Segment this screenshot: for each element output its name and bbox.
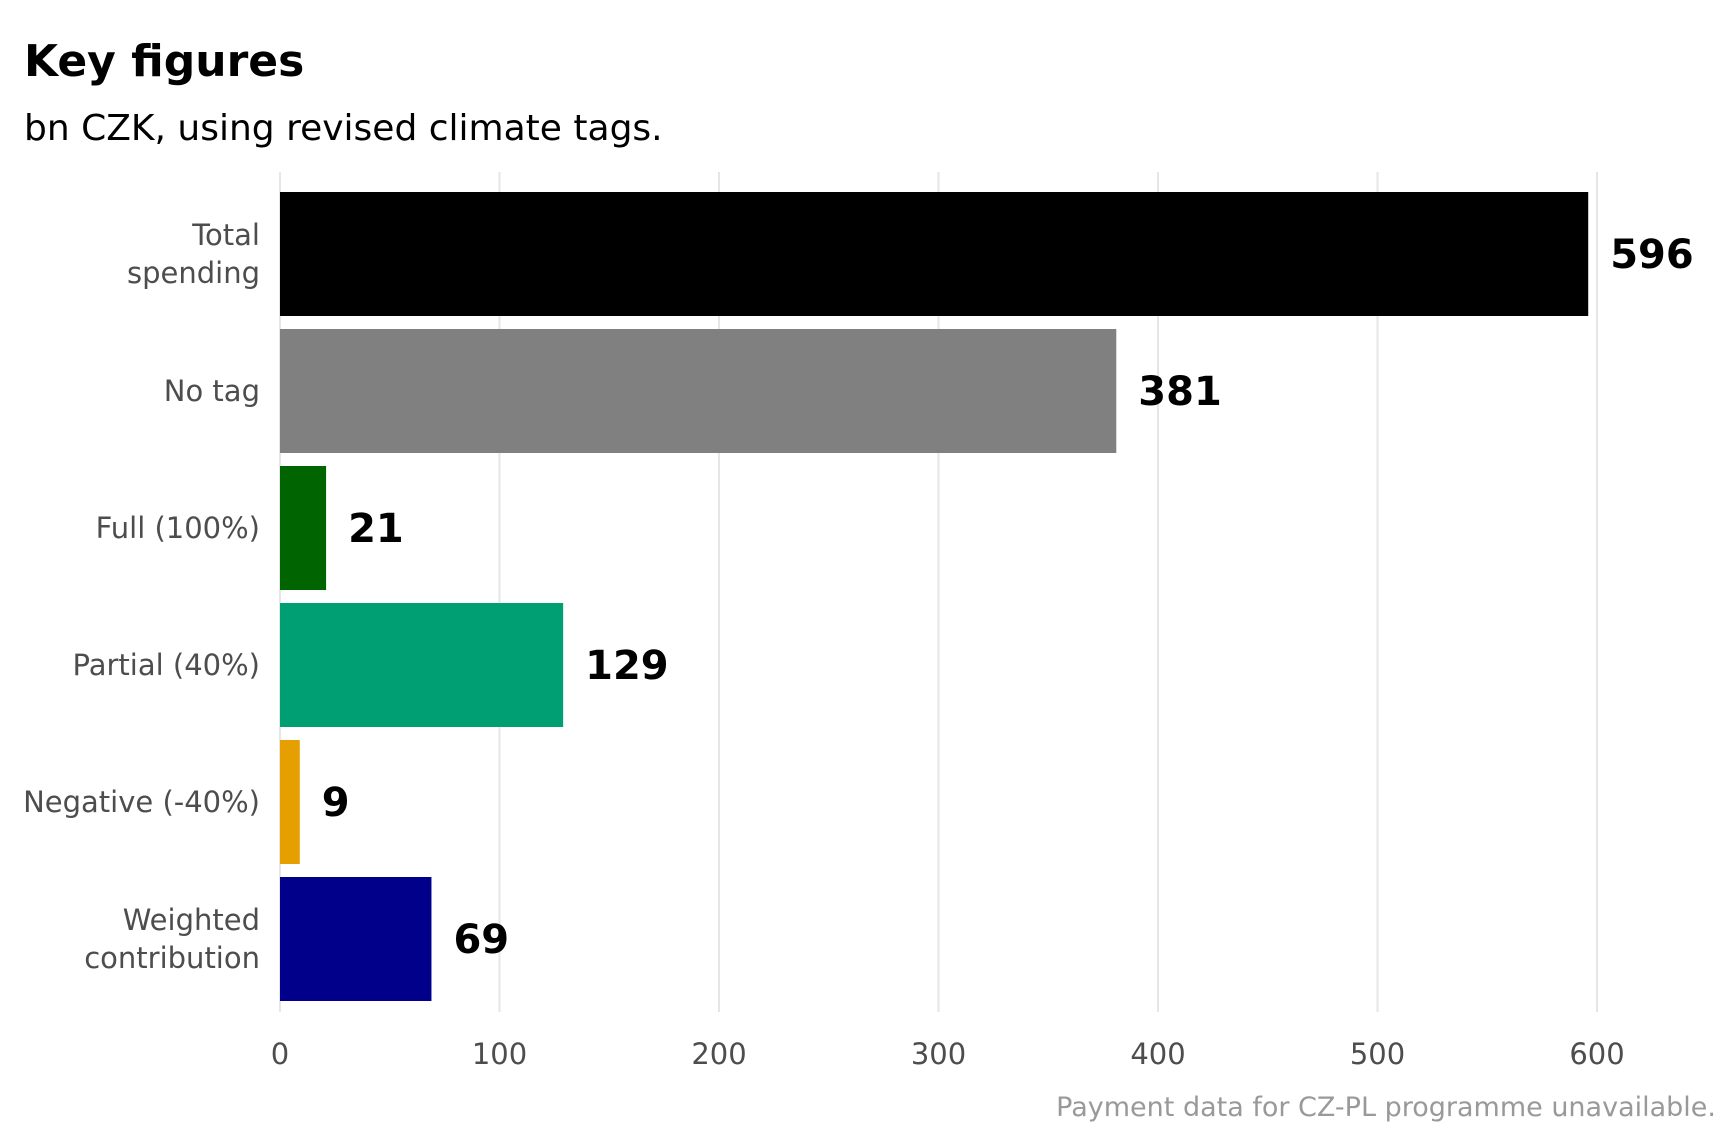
bar [280, 603, 564, 727]
bar [280, 740, 300, 864]
x-tick-label: 500 [1350, 1037, 1405, 1071]
bar-value-label: 129 [585, 643, 669, 689]
category-label: Partial (40%) [73, 648, 260, 682]
bar [280, 466, 327, 590]
category-label: Negative (-40%) [23, 785, 260, 819]
bar [280, 192, 1589, 316]
x-tick-label: 400 [1130, 1037, 1185, 1071]
bar-value-label: 69 [453, 917, 509, 963]
x-tick-label: 600 [1569, 1037, 1624, 1071]
bar-value-label: 9 [322, 780, 350, 826]
value-labels: 596 381 21 129 9 69 [322, 232, 1694, 963]
category-label: Weighted contribution [84, 903, 260, 975]
bars [280, 192, 1589, 1001]
bar [280, 877, 432, 1001]
category-labels: Total spending No tag Full (100%) Partial (4… [23, 218, 260, 975]
chart-title: Key figures [24, 36, 304, 87]
chart-subtitle: bn CZK, using revised climate tags. [24, 108, 663, 149]
x-tick-label: 200 [691, 1037, 746, 1071]
bar [280, 329, 1117, 453]
category-label-line: Negative (-40%) [23, 785, 260, 819]
bar-value-label: 381 [1138, 369, 1222, 415]
category-label-line: Weighted [123, 903, 260, 937]
x-tick-label: 100 [472, 1037, 527, 1071]
category-label-line: No tag [164, 374, 260, 408]
category-label-line: Full (100%) [96, 511, 260, 545]
x-tick-label: 300 [911, 1037, 966, 1071]
chart-caption: Payment data for CZ-PL programme unavail… [1056, 1092, 1716, 1123]
x-tick-label: 0 [271, 1037, 289, 1071]
category-label-line: contribution [84, 941, 260, 975]
category-label: No tag [164, 374, 260, 408]
category-label: Total spending [127, 218, 260, 290]
category-label: Full (100%) [96, 511, 260, 545]
bar-value-label: 596 [1610, 232, 1694, 278]
category-label-line: Total [191, 218, 260, 252]
category-label-line: Partial (40%) [73, 648, 260, 682]
category-label-line: spending [127, 256, 260, 290]
x-axis-tick-labels: 0 100 200 300 400 500 600 [271, 1037, 1625, 1071]
bar-value-label: 21 [348, 506, 404, 552]
